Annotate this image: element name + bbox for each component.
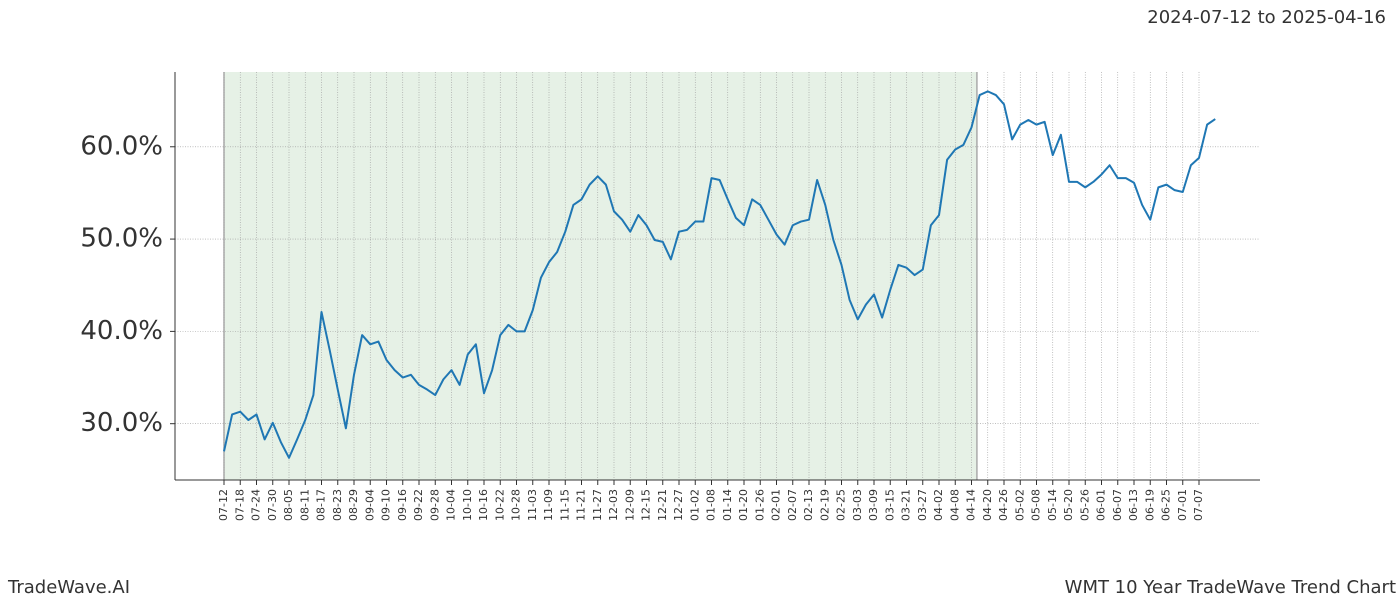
x-tick-label: 05-26 [1078,489,1091,521]
x-tick-label: 06-01 [1095,489,1108,521]
x-tick-label: 07-01 [1176,489,1189,521]
x-tick-label: 08-17 [315,489,328,521]
x-tick-label: 03-09 [867,489,880,521]
x-tick-label: 02-07 [786,489,799,521]
x-tick-label: 06-25 [1160,489,1173,521]
x-tick-label: 05-14 [1046,489,1059,521]
x-tick-label: 10-16 [477,489,490,521]
x-tick-label: 12-21 [656,489,669,521]
x-tick-label: 04-08 [948,489,961,521]
x-tick-label: 07-07 [1192,489,1205,521]
x-tick-label: 01-08 [705,489,718,521]
x-tick-label: 02-13 [802,489,815,521]
x-tick-label: 08-29 [347,489,360,521]
x-tick-label: 11-09 [542,489,555,521]
y-tick-label: 50.0% [80,224,163,254]
x-tick-label: 01-02 [688,489,701,521]
x-tick-label: 03-03 [851,489,864,521]
x-tick-label: 11-27 [591,489,604,521]
x-tick-label: 05-08 [1030,489,1043,521]
x-tick-label: 11-03 [526,489,539,521]
date-range: 2024-07-12 to 2025-04-16 [1147,7,1386,28]
x-tick-label: 06-07 [1111,489,1124,521]
x-tick-label: 03-21 [900,489,913,521]
trend-line [223,90,1216,459]
x-tick-label: 10-28 [510,489,523,521]
y-tick-label: 60.0% [80,131,163,161]
x-tick-label: 09-16 [396,489,409,521]
x-tick-label: 08-23 [331,489,344,521]
x-tick-label: 02-19 [818,489,831,521]
x-tick-label: 12-03 [607,489,620,521]
x-tick-label: 04-26 [997,489,1010,521]
x-tick-label: 10-04 [445,489,458,521]
x-tick-label: 09-22 [412,489,425,521]
x-tick-label: 11-15 [558,489,571,521]
x-tick-label: 10-10 [461,489,474,521]
x-tick-label: 09-10 [380,489,393,521]
x-tick-label: 12-27 [672,489,685,521]
x-tick-label: 06-19 [1143,489,1156,521]
x-tick-label: 07-30 [266,489,279,521]
x-tick-label: 07-24 [250,489,263,521]
x-tick-label: 01-26 [753,489,766,521]
x-tick-label: 04-20 [981,489,994,521]
x-tick-label: 01-20 [737,489,750,521]
footer-brand: TradeWave.AI [7,577,130,598]
x-tick-label: 09-28 [428,489,441,521]
x-tick-label: 12-09 [623,489,636,521]
x-tick-label: 07-12 [217,489,230,521]
x-tick-label: 06-13 [1127,489,1140,521]
x-tick-label: 01-14 [721,489,734,521]
highlight-range [224,72,977,480]
x-tick-label: 08-11 [298,489,311,521]
x-tick-label: 05-02 [1013,489,1026,521]
footer-title: WMT 10 Year TradeWave Trend Chart [1065,577,1396,598]
x-tick-label: 07-18 [233,489,246,521]
x-tick-label: 10-22 [493,489,506,521]
x-tick-label: 04-14 [965,489,978,521]
y-tick-label: 40.0% [80,316,163,346]
x-tick-label: 09-04 [363,489,376,521]
x-tick-label: 02-25 [835,489,848,521]
x-tick-label: 03-15 [883,489,896,521]
x-tick-label: 03-27 [916,489,929,521]
x-tick-label: 11-21 [575,489,588,521]
x-tick-label: 05-20 [1062,489,1075,521]
x-tick-label: 12-15 [640,489,653,521]
y-tick-label: 30.0% [80,408,163,438]
x-tick-label: 08-05 [282,489,295,521]
x-tick-label: 04-02 [932,489,945,521]
x-tick-label: 02-01 [770,489,783,521]
